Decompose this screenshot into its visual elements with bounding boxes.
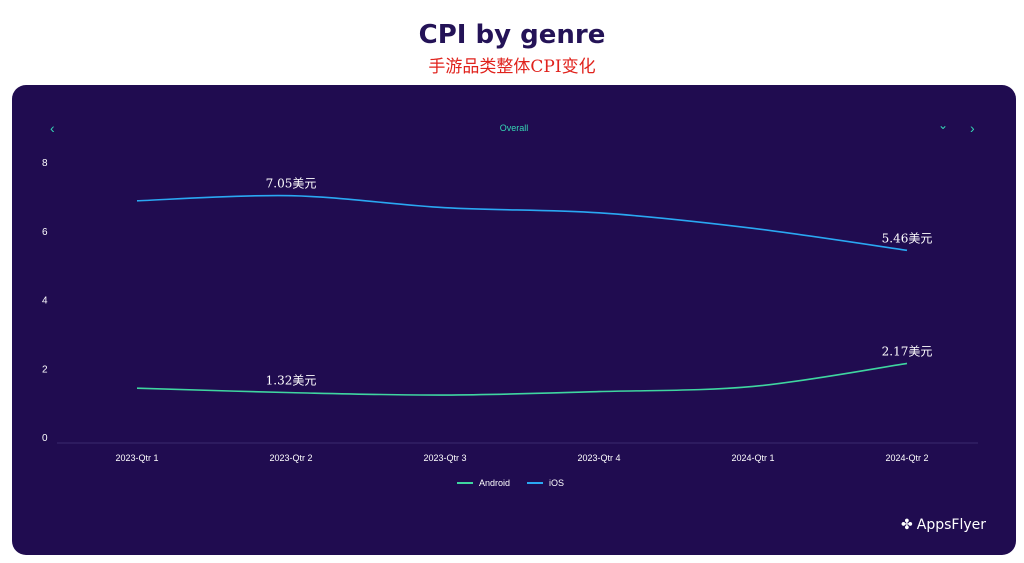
line-chart: 0 2 4 6 8 2023-Qtr 1 2023-Qtr 2 2023-Qtr 3 2023-… [42, 158, 978, 488]
x-tick-label: 2023-Qtr 3 [423, 453, 466, 463]
data-label: 1.32美元 [266, 374, 317, 388]
prev-arrow-icon[interactable]: ‹ [50, 120, 55, 136]
legend-label-android: Android [479, 478, 510, 488]
chevron-down-icon[interactable]: ⌄ [938, 118, 949, 132]
filter-selected-label[interactable]: Overall [499, 123, 529, 133]
chart-subtitle: 手游品类整体CPI变化 [428, 57, 596, 77]
next-arrow-icon[interactable]: › [970, 120, 975, 136]
appsflyer-logo-icon: ✤ [901, 517, 913, 533]
y-tick-label: 6 [42, 227, 48, 238]
data-label: 5.46美元 [882, 231, 933, 245]
x-tick-label: 2023-Qtr 4 [577, 453, 620, 463]
x-tick-label: 2024-Qtr 1 [731, 453, 774, 463]
appsflyer-logo-text: AppsFlyer [916, 517, 986, 533]
x-tick-label: 2023-Qtr 1 [115, 453, 158, 463]
y-tick-label: 4 [42, 296, 48, 307]
legend-label-ios: iOS [549, 478, 564, 488]
x-tick-label: 2024-Qtr 2 [885, 453, 928, 463]
data-label: 7.05美元 [266, 177, 317, 191]
chart-title: CPI by genre [418, 20, 606, 50]
appsflyer-logo: ✤ AppsFlyer [901, 517, 986, 533]
series-line-ios [136, 194, 908, 252]
series-line-android [136, 362, 908, 396]
chart-panel: 0 2 4 6 8 2023-Qtr 1 2023-Qtr 2 2023-Qtr 3 2023-… [12, 85, 1016, 555]
y-tick-label: 8 [42, 158, 48, 169]
y-tick-label: 0 [42, 433, 48, 444]
y-tick-label: 2 [42, 364, 48, 375]
x-tick-label: 2023-Qtr 2 [269, 453, 312, 463]
data-label: 2.17美元 [882, 344, 933, 358]
